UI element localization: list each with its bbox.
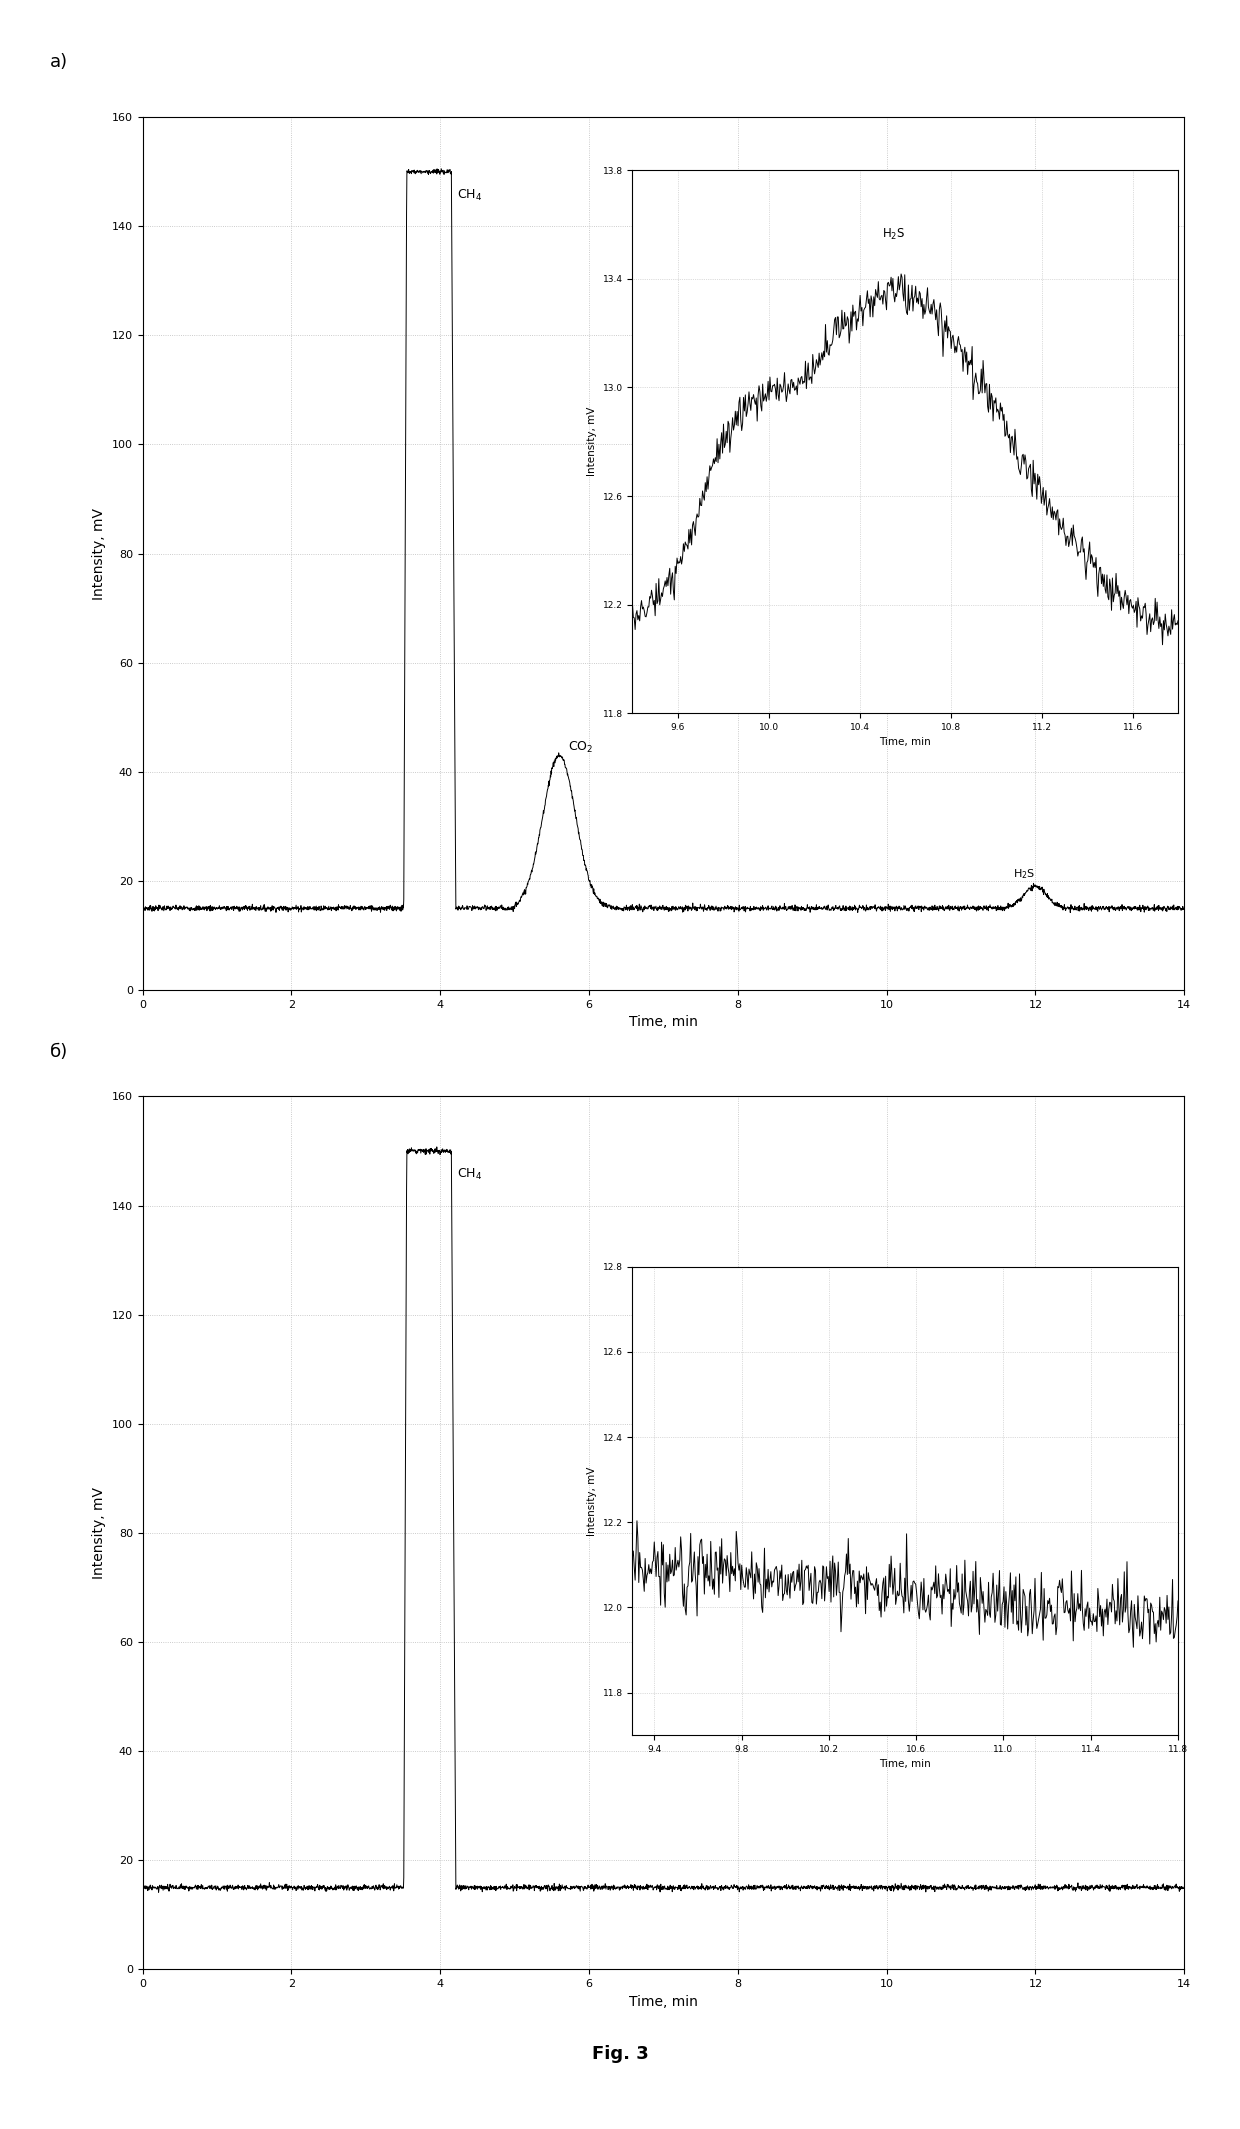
X-axis label: Time, min: Time, min	[879, 737, 931, 747]
Text: CO$_2$: CO$_2$	[568, 741, 594, 756]
Y-axis label: Intensity, mV: Intensity, mV	[587, 407, 596, 477]
X-axis label: Time, min: Time, min	[879, 1759, 931, 1769]
Y-axis label: Intensity, mV: Intensity, mV	[92, 507, 107, 600]
X-axis label: Time, min: Time, min	[629, 1016, 698, 1028]
Y-axis label: Intensity, mV: Intensity, mV	[587, 1467, 596, 1535]
Y-axis label: Intensity, mV: Intensity, mV	[92, 1486, 107, 1580]
Text: CH$_4$: CH$_4$	[456, 1167, 482, 1182]
Text: CH$_4$: CH$_4$	[456, 187, 482, 202]
Text: Fig. 3: Fig. 3	[591, 2044, 649, 2063]
Text: a): a)	[50, 53, 68, 70]
Text: б): б)	[50, 1043, 68, 1060]
Text: H$_2$S: H$_2$S	[882, 228, 905, 243]
Text: H$_2$S: H$_2$S	[1013, 867, 1035, 881]
X-axis label: Time, min: Time, min	[629, 1995, 698, 2008]
